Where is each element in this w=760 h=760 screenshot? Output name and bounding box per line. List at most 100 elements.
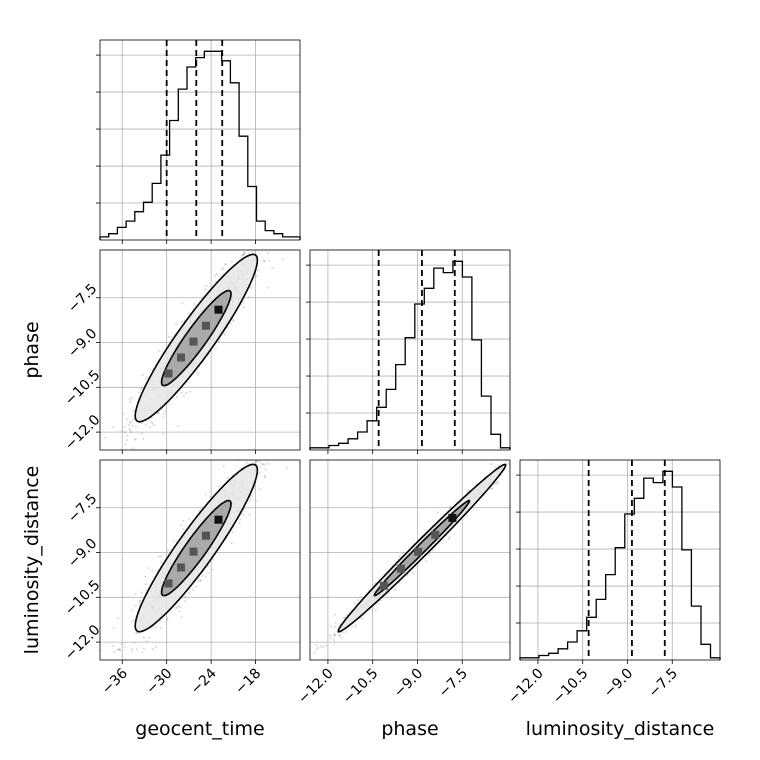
scatter-point [144,378,147,381]
density-peak-cell [214,305,223,314]
scatter-point [133,619,136,622]
scatter-points-layer [99,196,567,665]
scatter-point [183,600,186,603]
scatter-point [145,423,148,426]
scatter-point [204,493,207,496]
density-peak-cell [202,321,210,330]
scatter-point [333,633,336,636]
scatter-point [142,647,145,650]
scatter-point [139,599,142,602]
scatter-point [207,571,210,574]
scatter-point [376,602,379,605]
scatter-point [279,421,281,423]
scatter-point [112,626,115,629]
x-tick-label: −12.0 [295,666,337,708]
scatter-point [171,336,174,339]
scatter-point [270,234,272,236]
scatter-point [249,498,252,502]
histogram-phase [309,260,511,450]
panel-luminosity_distance-luminosity_distance-frame [519,459,721,661]
scatter-point [129,421,132,424]
scatter-point [145,376,149,379]
scatter-point [406,574,409,577]
scatter-point [354,623,357,626]
scatter-point [188,312,191,315]
scatter-point [185,391,188,394]
scatter-point [240,254,243,257]
scatter-point [134,604,137,607]
scatter-point [134,438,137,441]
scatter-point [507,462,510,465]
scatter-point [296,196,298,198]
scatter-point [145,589,148,592]
scatter-point [116,457,118,459]
y-tick-label: −12.0 [62,622,104,664]
scatter-point [319,645,322,648]
panel-phase-luminosity_distance-contour-inner [373,499,471,597]
scatter-point [172,540,175,543]
scatter-point [126,434,129,437]
x-tick-label: −9.0 [391,666,426,701]
scatter-point [187,517,190,521]
scatter-point [255,460,258,463]
x-tick-label: −36 [99,665,131,697]
scatter-point [351,625,354,628]
scatter-point [194,585,198,588]
scatter-point [333,625,336,629]
x-tick-label: −18 [232,666,264,698]
scatter-point [99,663,101,665]
scatter-point [175,396,178,399]
scatter-point [259,466,262,469]
scatter-point [141,374,144,377]
x-tick-label: −12.0 [505,666,547,708]
scatter-point [261,463,265,466]
scatter-point [214,274,217,277]
scatter-point [151,569,154,572]
scatter-point [534,438,536,440]
x-axis-label-luminosity-distance: luminosity_distance [526,718,715,740]
x-tick-label: −10.5 [550,666,592,708]
scatter-point [130,650,133,653]
x-tick-label: −7.5 [436,666,471,701]
scatter-point [221,266,224,270]
scatter-point [530,442,532,444]
scatter-point [211,568,214,571]
scatter-point [512,461,514,463]
scatter-point [125,418,128,421]
y-axis-label-luminosity-distance: luminosity_distance [21,466,43,655]
scatter-point [544,427,546,429]
scatter-point [565,409,567,411]
scatter-point [262,259,266,262]
scatter-point [254,244,256,246]
scatter-point [222,465,225,468]
scatter-point [261,462,264,465]
scatter-point [287,435,289,437]
y-tick-label: −10.5 [62,577,104,619]
scatter-point [111,645,114,648]
scatter-point [258,488,261,491]
x-tick-label: −30 [143,666,175,698]
scatter-point [159,620,162,623]
scatter-point [263,444,265,446]
scatter-point [117,617,120,620]
scatter-point [267,286,270,289]
density-peak-cell [164,579,173,588]
scatter-point [230,542,233,545]
histogram-luminosity_distance [519,470,721,660]
panel-geocent_time-geocent_time-frame [99,39,301,241]
scatter-point [251,251,254,254]
scatter-point [530,434,532,436]
scatter-point [343,616,346,619]
scatter-point [243,251,246,254]
density-peak-cell [414,547,423,556]
scatter-point [131,419,134,422]
scatter-point [255,274,258,278]
scatter-point [243,251,246,254]
scatter-point [520,463,522,465]
scatter-point [140,591,143,594]
scatter-point [102,452,104,454]
density-peak-cell [177,353,185,362]
scatter-point [232,320,235,323]
scatter-point [263,476,266,479]
scatter-point [266,444,268,446]
